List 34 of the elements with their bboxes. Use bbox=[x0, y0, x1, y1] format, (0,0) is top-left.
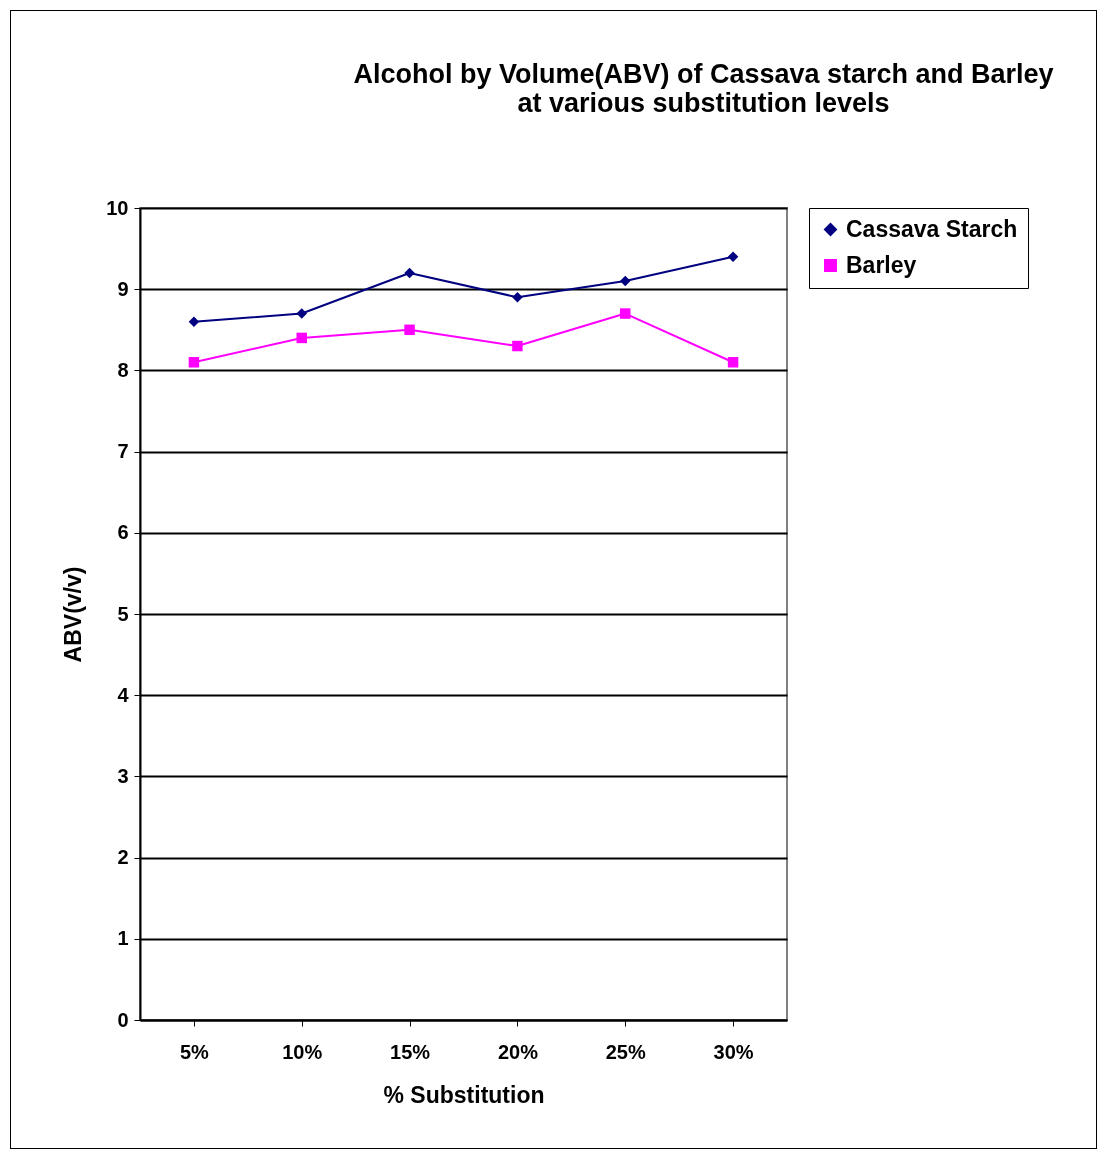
x-tick-label: 5% bbox=[179, 1040, 210, 1063]
point bbox=[727, 357, 739, 368]
y-tick-label: 2 bbox=[117, 846, 129, 869]
legend-label: Cassava Starch bbox=[846, 215, 1018, 242]
point bbox=[296, 332, 307, 344]
point bbox=[620, 275, 631, 287]
x-axis-title: % Substitution bbox=[383, 1081, 545, 1108]
x-tick-label: 30% bbox=[713, 1040, 754, 1063]
y-tick-label: 4 bbox=[117, 683, 130, 706]
x-tick-label: 25% bbox=[605, 1040, 646, 1063]
y-tick-label: 1 bbox=[117, 927, 129, 950]
point bbox=[188, 316, 200, 327]
y-tick-label: 10 bbox=[106, 196, 129, 219]
y-tick-label: 0 bbox=[117, 1008, 129, 1031]
x-tick-label: 15% bbox=[390, 1040, 431, 1063]
legend-label: Barley bbox=[846, 251, 917, 278]
point bbox=[188, 357, 200, 368]
y-tick-label: 3 bbox=[117, 764, 129, 787]
x-tick-label: 10% bbox=[282, 1040, 323, 1063]
point bbox=[512, 340, 523, 352]
y-axis-title: ABV(v/v) bbox=[60, 566, 87, 663]
y-tick-label: 9 bbox=[117, 277, 129, 300]
point bbox=[512, 292, 523, 303]
y-tick-label: 8 bbox=[117, 358, 129, 381]
x-tick-label: 20% bbox=[497, 1040, 539, 1063]
point bbox=[620, 308, 631, 319]
point bbox=[404, 267, 415, 279]
y-tick-label: 6 bbox=[117, 521, 129, 544]
y-tick-label: 5 bbox=[117, 602, 129, 625]
chart-title: Alcohol by Volume(ABV) of Cassava starch and Barley at various substitution levels bbox=[353, 59, 1054, 118]
point bbox=[296, 308, 307, 319]
y-tick-label: 7 bbox=[117, 440, 129, 463]
point bbox=[727, 251, 739, 262]
point bbox=[404, 324, 415, 336]
